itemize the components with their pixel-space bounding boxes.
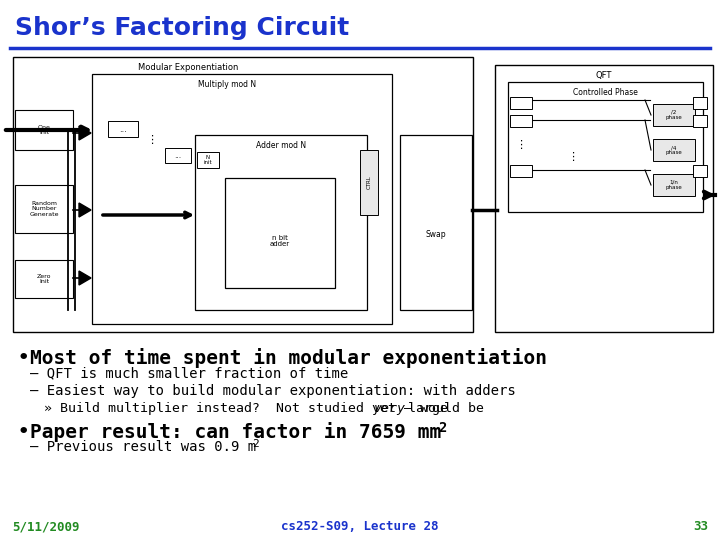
Text: ...: ... bbox=[119, 125, 127, 133]
Bar bbox=[693, 165, 707, 177]
Text: Modular Exponentiation: Modular Exponentiation bbox=[138, 63, 238, 72]
Text: Zero
Init: Zero Init bbox=[37, 274, 51, 285]
Text: ...: ... bbox=[174, 151, 181, 159]
Text: very: very bbox=[374, 402, 406, 415]
Bar bbox=[653, 174, 695, 196]
Text: CTRL: CTRL bbox=[366, 176, 372, 190]
Text: » Build multiplier instead?  Not studied yet – would be: » Build multiplier instead? Not studied … bbox=[44, 402, 492, 415]
Bar bbox=[15, 110, 73, 150]
Text: Controlled Phase: Controlled Phase bbox=[573, 88, 638, 97]
Text: Random
Number
Generate: Random Number Generate bbox=[30, 201, 59, 217]
Text: One
Init: One Init bbox=[37, 125, 50, 136]
Bar bbox=[15, 260, 73, 298]
Text: Shor’s Factoring Circuit: Shor’s Factoring Circuit bbox=[15, 16, 349, 40]
Text: •: • bbox=[16, 348, 30, 368]
Bar bbox=[195, 135, 367, 310]
Text: Multiply mod N: Multiply mod N bbox=[198, 80, 256, 89]
Bar bbox=[510, 97, 532, 109]
Text: /2
phase: /2 phase bbox=[665, 110, 683, 120]
Bar bbox=[510, 115, 532, 127]
Bar bbox=[13, 57, 473, 332]
Text: ⋮: ⋮ bbox=[516, 140, 526, 150]
Text: cs252-S09, Lecture 28: cs252-S09, Lecture 28 bbox=[282, 520, 438, 533]
Bar bbox=[693, 97, 707, 109]
Bar bbox=[197, 152, 219, 168]
Bar bbox=[508, 82, 703, 212]
Text: – Previous result was 0.9 m: – Previous result was 0.9 m bbox=[30, 440, 256, 454]
Polygon shape bbox=[79, 126, 91, 140]
Text: 2: 2 bbox=[438, 421, 446, 435]
Bar bbox=[92, 74, 392, 324]
Text: large: large bbox=[400, 402, 448, 415]
Text: Adder mod N: Adder mod N bbox=[256, 141, 306, 150]
Text: •: • bbox=[16, 422, 30, 442]
Text: 2: 2 bbox=[252, 439, 258, 449]
Bar bbox=[495, 65, 713, 332]
Text: 5/11/2009: 5/11/2009 bbox=[12, 520, 79, 533]
Text: 1/n
phase: 1/n phase bbox=[665, 180, 683, 190]
Text: ⋮: ⋮ bbox=[567, 152, 579, 162]
Text: ⋮: ⋮ bbox=[146, 135, 158, 145]
Bar bbox=[360, 150, 378, 215]
Text: Most of time spent in modular exponentiation: Most of time spent in modular exponentia… bbox=[30, 348, 547, 368]
Bar bbox=[108, 121, 138, 137]
Text: – QFT is much smaller fraction of time: – QFT is much smaller fraction of time bbox=[30, 366, 348, 380]
Text: n bit
adder: n bit adder bbox=[270, 234, 290, 247]
Text: /4
phase: /4 phase bbox=[665, 145, 683, 155]
Bar bbox=[400, 135, 472, 310]
Bar bbox=[653, 139, 695, 161]
Text: Paper result: can factor in 7659 mm: Paper result: can factor in 7659 mm bbox=[30, 422, 441, 442]
Bar bbox=[653, 104, 695, 126]
Text: Swap: Swap bbox=[426, 230, 446, 239]
Polygon shape bbox=[79, 203, 91, 217]
Bar bbox=[510, 165, 532, 177]
Bar bbox=[693, 115, 707, 127]
Polygon shape bbox=[79, 271, 91, 285]
Bar bbox=[225, 178, 335, 288]
Text: N
init: N init bbox=[204, 154, 212, 165]
Text: 33: 33 bbox=[693, 520, 708, 533]
Text: QFT: QFT bbox=[596, 71, 612, 80]
Text: – Easiest way to build modular exponentiation: with adders: – Easiest way to build modular exponenti… bbox=[30, 384, 516, 398]
Bar bbox=[15, 185, 73, 233]
Bar bbox=[165, 148, 191, 163]
